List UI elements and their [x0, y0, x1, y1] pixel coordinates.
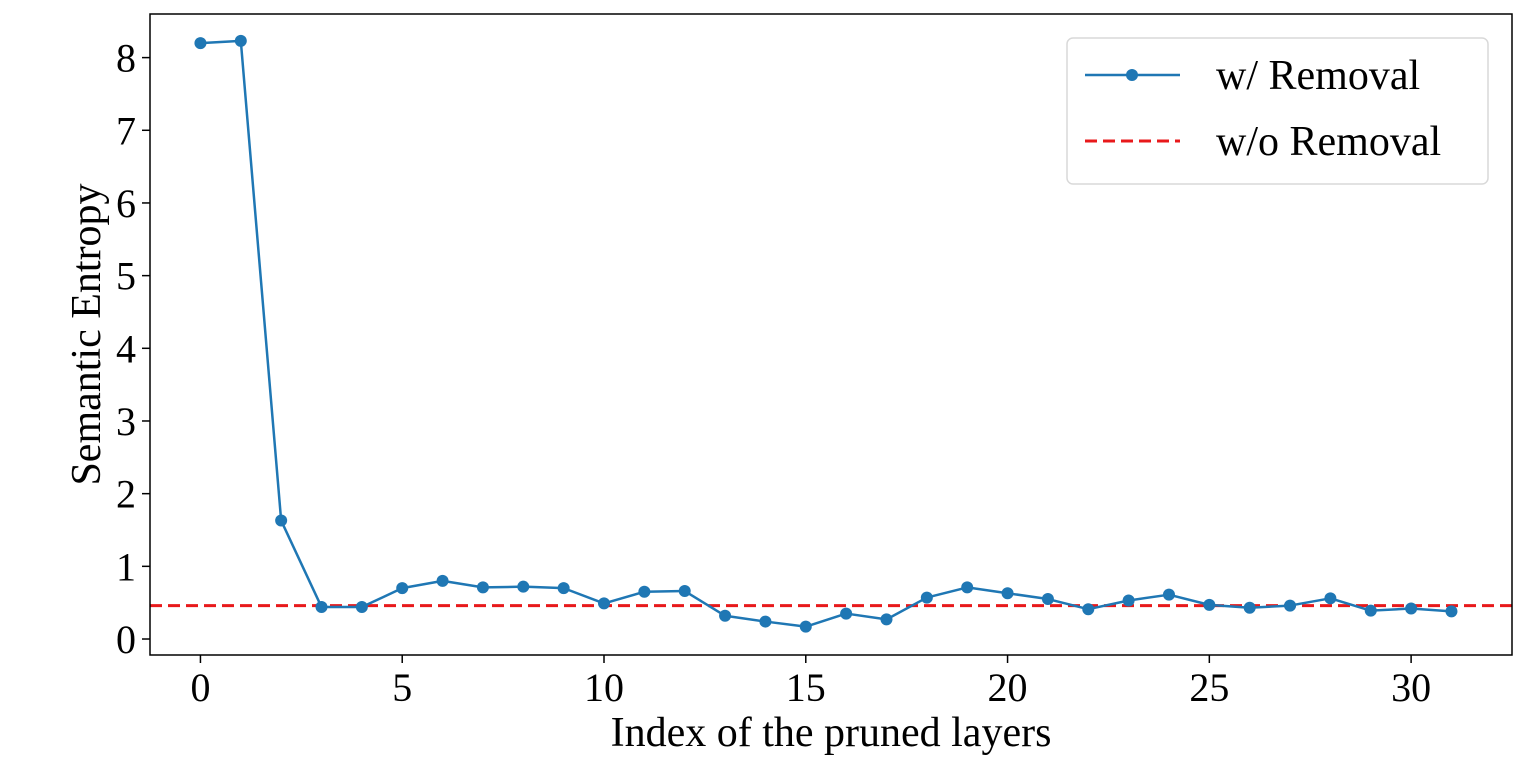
x-tick-label: 10 [584, 665, 624, 710]
y-tick-label: 2 [116, 472, 136, 517]
data-point [517, 580, 530, 593]
data-point [396, 582, 409, 595]
data-point [678, 585, 691, 598]
legend-label-wo-removal: w/o Removal [1216, 119, 1441, 165]
legend-label-w-removal: w/ Removal [1216, 53, 1420, 99]
x-tick-label: 30 [1391, 665, 1431, 710]
data-point [1405, 602, 1418, 615]
x-tick-label: 0 [190, 665, 210, 710]
x-tick-label: 20 [988, 665, 1028, 710]
data-point [961, 581, 974, 594]
data-point [436, 574, 449, 587]
x-tick-label: 25 [1189, 665, 1229, 710]
data-point [638, 585, 651, 598]
data-point [840, 607, 853, 620]
data-point [799, 620, 812, 633]
data-point [1001, 587, 1014, 600]
y-tick-label: 6 [116, 181, 136, 226]
y-axis-label: Semantic Entropy [64, 183, 110, 485]
data-point [275, 514, 288, 527]
data-point [880, 613, 893, 626]
data-point [759, 615, 772, 628]
data-point [355, 601, 368, 614]
legend: w/ Removal w/o Removal [1066, 37, 1489, 185]
data-point [920, 591, 933, 604]
data-point [1324, 592, 1337, 605]
legend-marker-w-removal [1126, 69, 1138, 81]
y-tick-label: 7 [116, 108, 136, 153]
data-point [1041, 593, 1054, 606]
data-point [598, 597, 610, 610]
data-point [476, 581, 489, 594]
y-tick-label: 0 [116, 617, 136, 662]
data-point [719, 609, 732, 622]
x-axis: 0 5 10 15 20 25 30 [190, 655, 1431, 710]
data-point [1243, 601, 1256, 614]
y-tick-label: 5 [116, 254, 136, 299]
y-tick-label: 8 [116, 36, 136, 81]
series-line-w-removal [200, 39, 1452, 628]
data-point [234, 34, 247, 47]
y-tick-label: 4 [116, 326, 136, 371]
data-point [194, 37, 207, 50]
data-point [557, 582, 570, 595]
data-point [1203, 598, 1216, 611]
data-point [1364, 604, 1377, 617]
data-point [1122, 594, 1135, 607]
y-tick-label: 3 [116, 399, 136, 444]
data-point [1082, 603, 1095, 616]
x-tick-label: 15 [786, 665, 826, 710]
x-tick-label: 5 [392, 665, 412, 710]
data-point [1445, 605, 1458, 618]
data-point [315, 601, 328, 614]
data-point [1162, 588, 1175, 601]
plot-frame [149, 13, 1513, 656]
y-axis: 0 1 2 3 4 5 6 7 8 [116, 36, 150, 662]
y-tick-label: 1 [116, 544, 136, 589]
data-point [1284, 599, 1297, 612]
x-axis-label: Index of the pruned layers [611, 710, 1052, 756]
plot-area [150, 34, 1512, 633]
